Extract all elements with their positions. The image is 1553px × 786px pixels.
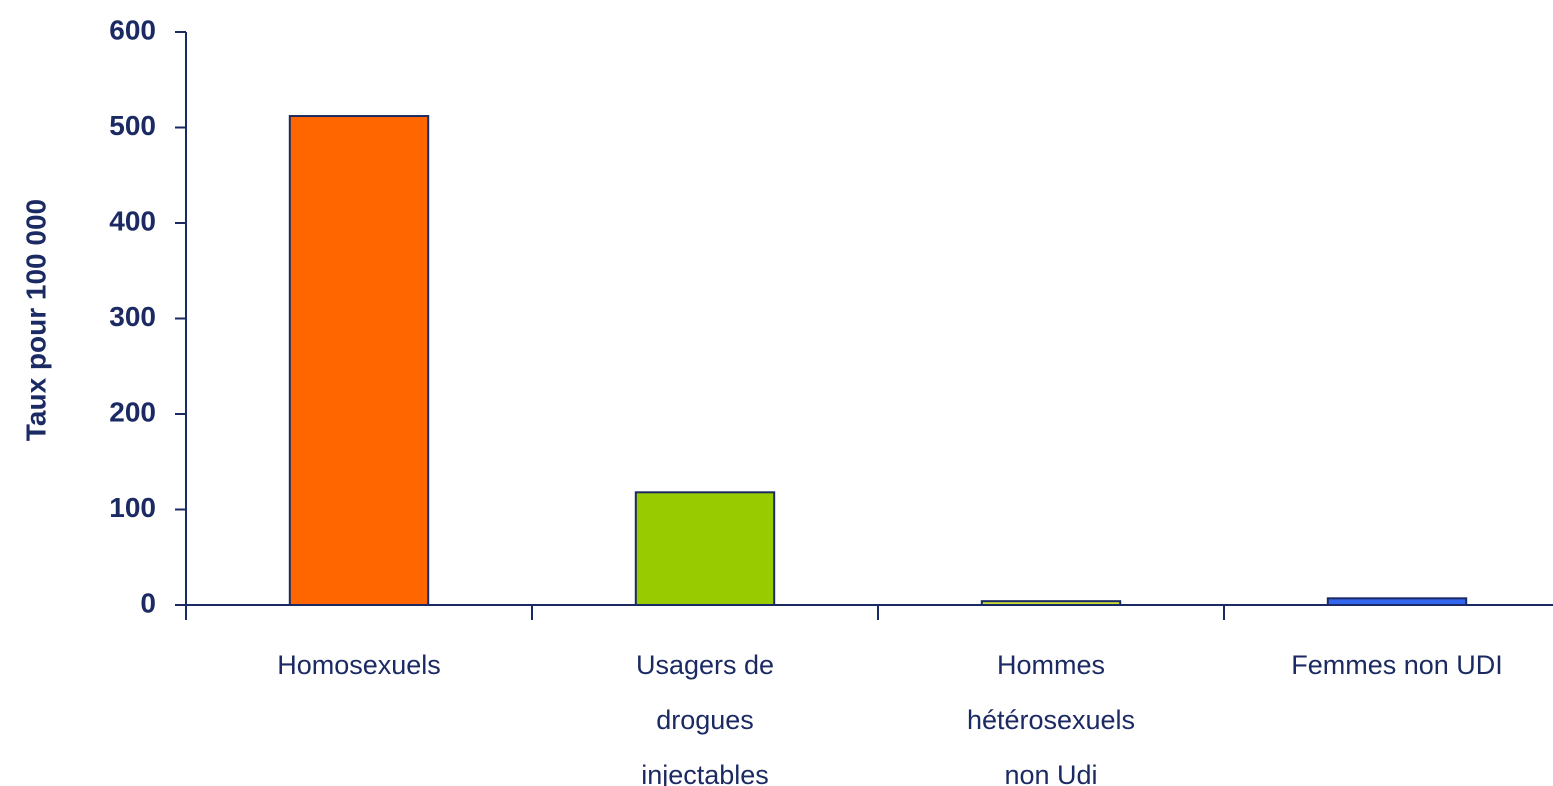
x-tick-label: Homosexuels	[277, 650, 441, 680]
y-tick-label: 100	[109, 492, 156, 523]
y-axis-label: Taux pour 100 000	[20, 199, 51, 441]
bar	[634, 491, 776, 606]
y-tick-label: 400	[109, 205, 156, 236]
bar	[288, 115, 430, 606]
y-tick-label: 200	[109, 396, 156, 427]
y-tick-label: 0	[140, 587, 156, 618]
y-tick-label: 300	[109, 301, 156, 332]
bar	[1326, 597, 1468, 607]
y-tick-label: 500	[109, 110, 156, 141]
y-tick-label: 600	[109, 14, 156, 45]
x-tick-label: Usagers de drogues injectables	[636, 650, 774, 786]
x-tick-label: Hommes hétérosexuels non Udi	[967, 650, 1135, 786]
bar	[980, 600, 1122, 606]
x-tick-label: Femmes non UDI	[1291, 650, 1503, 680]
